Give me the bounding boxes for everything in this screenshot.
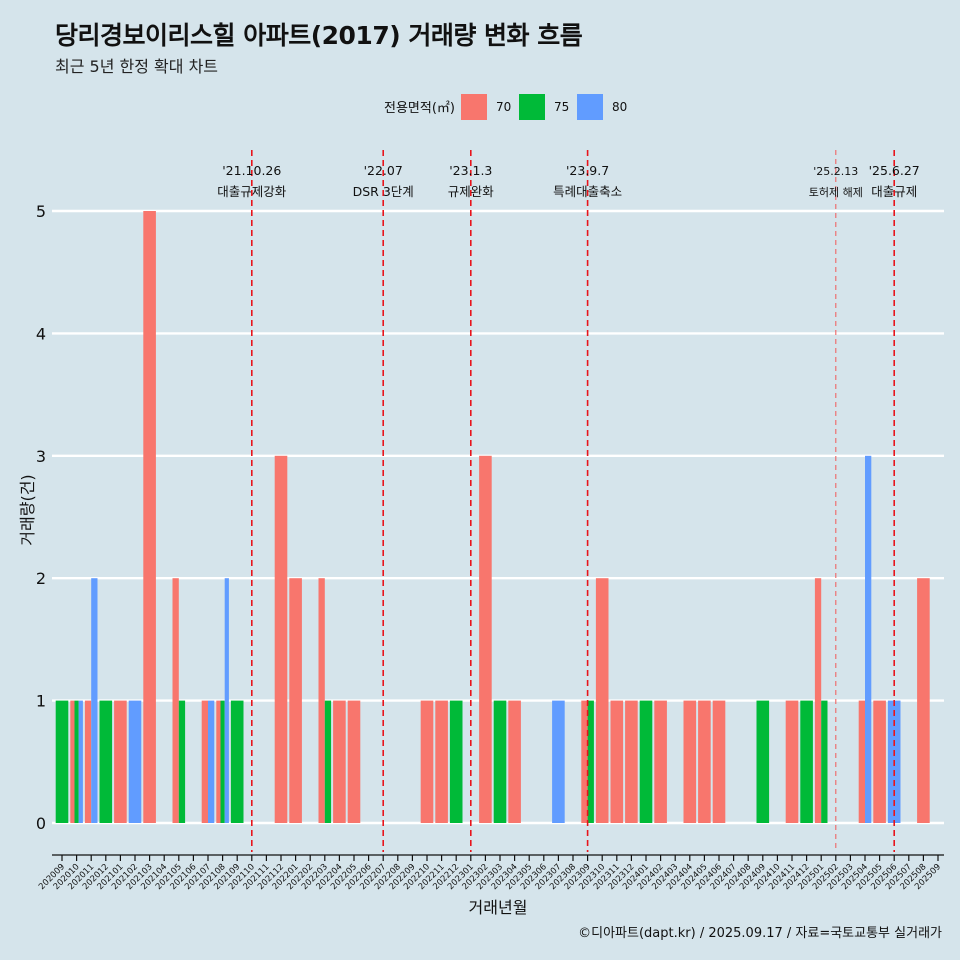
bar xyxy=(178,700,186,823)
bar xyxy=(224,578,229,823)
bar xyxy=(821,700,828,823)
legend-swatch xyxy=(461,94,487,120)
bar xyxy=(756,700,770,823)
bar xyxy=(435,700,448,823)
bar xyxy=(230,700,244,823)
bar xyxy=(114,700,127,823)
bar xyxy=(587,700,594,823)
legend-title: 전용면적(㎡) xyxy=(384,101,455,116)
event-date: '25.2.13 xyxy=(813,165,858,178)
bar xyxy=(595,578,609,823)
bar xyxy=(70,700,75,823)
chart-title: 당리경보이리스힐 아파트(2017) 거래량 변화 흐름 xyxy=(55,21,583,50)
bar xyxy=(683,700,697,823)
bar xyxy=(91,578,98,823)
bar xyxy=(420,700,434,823)
bar xyxy=(128,700,142,823)
y-tick-label: 4 xyxy=(36,324,46,343)
event-label: 토허제 해제 xyxy=(809,185,863,199)
chart-subtitle: 최근 5년 한정 확대 차트 xyxy=(55,57,219,76)
bar xyxy=(78,700,83,823)
event-date: '21.10.26 xyxy=(222,163,281,178)
bar xyxy=(873,700,886,823)
bar xyxy=(785,700,799,823)
bar xyxy=(274,455,288,823)
source-caption: ©디아파트(dapt.kr) / 2025.09.17 / 자료=국토교통부 실… xyxy=(578,926,942,941)
bar xyxy=(324,700,332,823)
bar xyxy=(220,700,225,823)
event-label: 규제완화 xyxy=(448,184,495,199)
bar xyxy=(858,700,865,823)
bar xyxy=(610,700,624,823)
bar xyxy=(55,700,69,823)
bar xyxy=(581,700,588,823)
bar xyxy=(493,700,507,823)
y-tick-label: 5 xyxy=(36,202,46,221)
bar xyxy=(508,700,521,823)
legend-label: 70 xyxy=(496,100,511,114)
bar xyxy=(143,211,156,823)
bar xyxy=(625,700,638,823)
bar xyxy=(654,700,667,823)
bar xyxy=(99,700,113,823)
bar xyxy=(347,700,361,823)
legend-label: 75 xyxy=(554,100,569,114)
legend: 전용면적(㎡) 70 75 80 xyxy=(384,94,627,120)
bar xyxy=(289,578,302,823)
bar xyxy=(449,700,463,823)
x-axis-label: 거래년월 xyxy=(469,898,528,917)
y-tick-label: 1 xyxy=(36,692,46,711)
bar xyxy=(479,455,492,823)
event-label: DSR 3단계 xyxy=(353,184,414,199)
event-date: '25.6.27 xyxy=(869,163,920,178)
legend-swatch xyxy=(577,94,603,120)
bar xyxy=(552,700,565,823)
event-label: 대출규제강화 xyxy=(217,184,287,199)
legend-swatch xyxy=(519,94,545,120)
y-tick-label: 0 xyxy=(36,814,46,833)
bar xyxy=(712,700,726,823)
bar xyxy=(74,700,79,823)
event-date: '23.1.3 xyxy=(449,163,492,178)
bar xyxy=(172,578,179,823)
bar xyxy=(201,700,208,823)
y-tick-label: 3 xyxy=(36,447,46,466)
bar xyxy=(216,700,221,823)
bar xyxy=(865,455,872,823)
event-date: '23.9.7 xyxy=(566,163,609,178)
bar xyxy=(800,700,813,823)
bar xyxy=(698,700,711,823)
y-tick-label: 2 xyxy=(36,569,46,588)
event-date: '22.07 xyxy=(364,163,403,178)
y-axis-label: 거래량(건) xyxy=(18,474,37,545)
bar xyxy=(814,578,822,823)
event-label: 특례대출축소 xyxy=(553,184,622,199)
bar xyxy=(84,700,92,823)
bar xyxy=(208,700,215,823)
bar xyxy=(318,578,325,823)
legend-label: 80 xyxy=(612,100,627,114)
bar xyxy=(639,700,653,823)
bar xyxy=(917,578,930,823)
bar xyxy=(333,700,346,823)
event-label: 대출규제 xyxy=(871,184,917,199)
